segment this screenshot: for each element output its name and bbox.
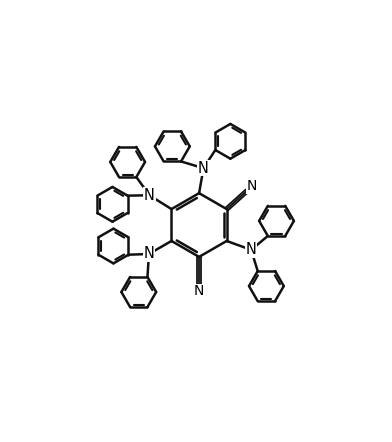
Text: N: N [194, 284, 204, 298]
Text: N: N [198, 161, 209, 176]
Text: N: N [143, 247, 154, 262]
Text: N: N [246, 242, 257, 257]
Text: N: N [144, 188, 155, 203]
Text: N: N [247, 179, 258, 193]
